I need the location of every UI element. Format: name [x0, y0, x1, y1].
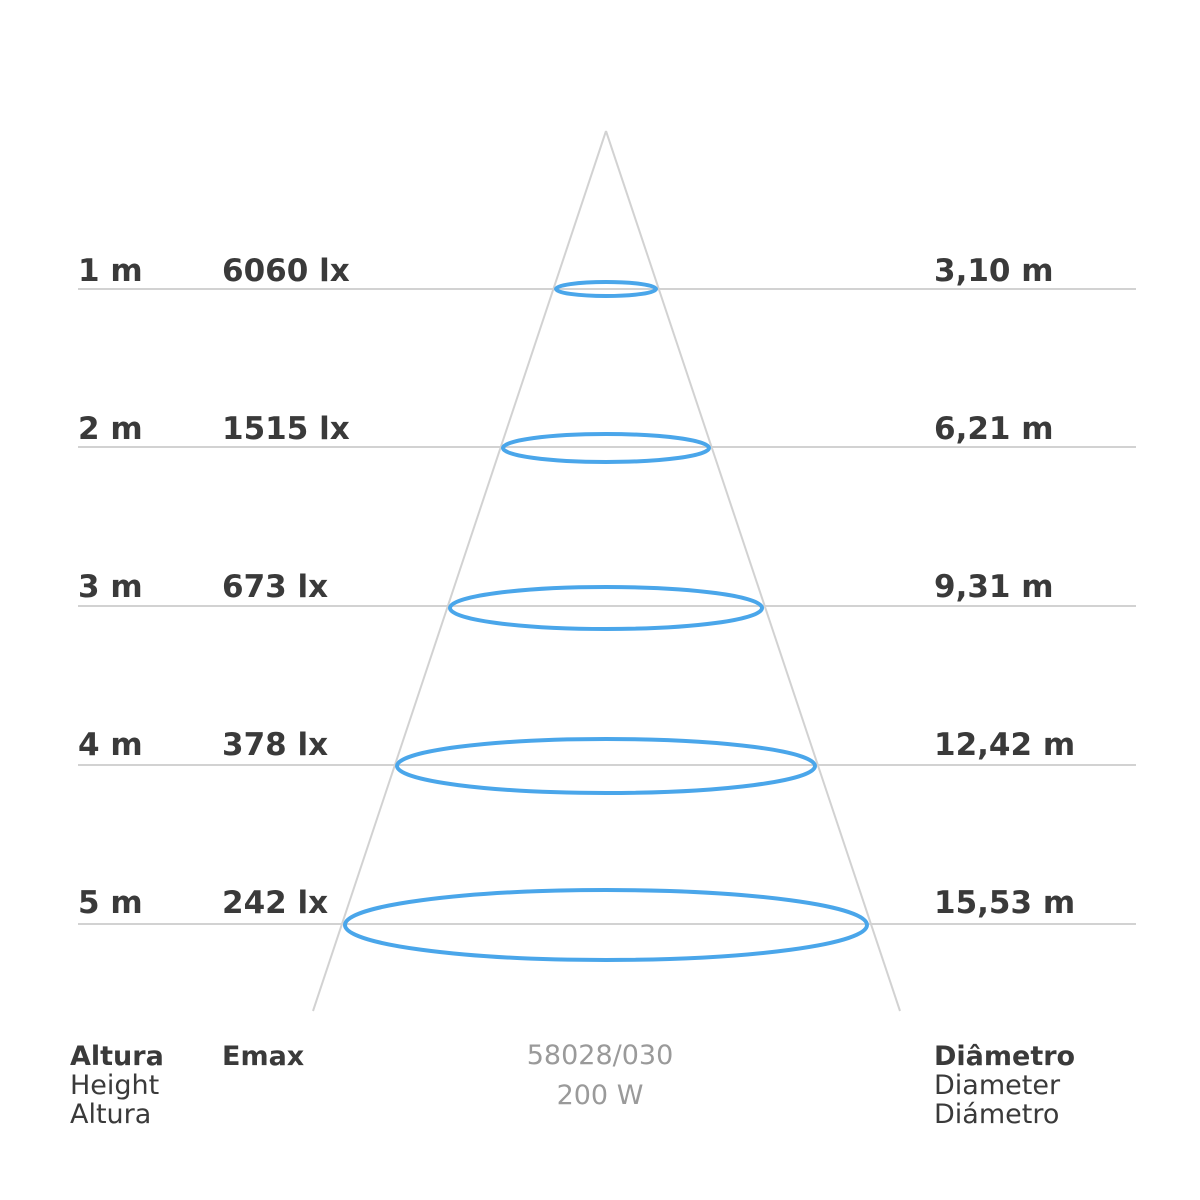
- emax-header: Emax: [222, 1041, 305, 1072]
- emax-value-5: 242 lx: [222, 885, 329, 921]
- beam-ring-5: [343, 888, 869, 962]
- emax-value-4: 378 lx: [222, 727, 329, 763]
- height-header-es: Altura: [70, 1099, 152, 1130]
- diameter-header-pt: Diâmetro: [934, 1041, 1076, 1072]
- beam-ring-1: [554, 280, 658, 298]
- diameter-value-4: 12,42 m: [934, 727, 1076, 763]
- height-label-4: 4 m: [78, 727, 143, 763]
- diameter-header-en: Diameter: [934, 1070, 1061, 1101]
- beam-ring-3: [448, 585, 764, 631]
- beam-rings: [343, 280, 869, 962]
- height-label-3: 3 m: [78, 569, 143, 605]
- emax-column-header: Emax: [222, 1042, 304, 1071]
- height-header-pt: Altura: [70, 1041, 164, 1072]
- beam-ring-2: [501, 432, 711, 464]
- height-label-1: 1 m: [78, 253, 143, 289]
- product-code: 58028/030: [526, 1040, 674, 1071]
- beam-cone: [312, 130, 901, 1012]
- diameter-header-es: Diámetro: [934, 1099, 1060, 1130]
- height-header-en: Height: [70, 1070, 160, 1101]
- product-power: 200 W: [556, 1080, 644, 1111]
- level-guides: [78, 288, 1136, 925]
- cone-left-edge: [312, 130, 607, 1012]
- diameter-value-1: 3,10 m: [934, 253, 1054, 289]
- cone-right-edge: [605, 130, 901, 1012]
- emax-value-2: 1515 lx: [222, 411, 350, 447]
- height-label-2: 2 m: [78, 411, 143, 447]
- height-label-5: 5 m: [78, 885, 143, 921]
- height-column-header: Altura Height Altura: [70, 1042, 164, 1129]
- diameter-value-2: 6,21 m: [934, 411, 1054, 447]
- beam-ring-4: [395, 737, 817, 795]
- emax-value-1: 6060 lx: [222, 253, 350, 289]
- emax-value-3: 673 lx: [222, 569, 329, 605]
- diameter-value-3: 9,31 m: [934, 569, 1054, 605]
- diameter-value-5: 15,53 m: [934, 885, 1076, 921]
- diameter-column-header: Diâmetro Diameter Diámetro: [934, 1042, 1075, 1129]
- product-info: 58028/030 200 W: [440, 1036, 760, 1116]
